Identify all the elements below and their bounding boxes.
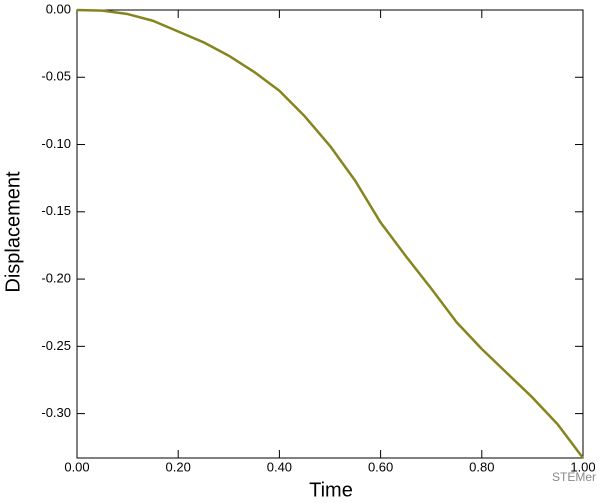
x-axis-label: Time bbox=[309, 479, 353, 501]
x-tick-label: 1.00 bbox=[570, 459, 595, 474]
x-tick-label: 0.60 bbox=[368, 459, 393, 474]
y-tick-label: -0.25 bbox=[41, 338, 71, 353]
y-tick-label: 0.00 bbox=[46, 1, 71, 16]
y-tick-label: -0.20 bbox=[41, 271, 71, 286]
y-axis-label: Displacement bbox=[2, 171, 24, 293]
y-tick-label: -0.10 bbox=[41, 136, 71, 151]
x-tick-label: 0.80 bbox=[469, 459, 494, 474]
data-line bbox=[76, 8, 584, 459]
y-tick-label: -0.30 bbox=[41, 405, 71, 420]
x-tick-label: 0.00 bbox=[64, 459, 89, 474]
watermark: STEMer bbox=[552, 470, 596, 484]
plot-frame bbox=[76, 9, 584, 459]
x-tick-label: 0.20 bbox=[166, 459, 191, 474]
x-tick-label: 0.40 bbox=[267, 459, 292, 474]
y-tick-label: -0.05 bbox=[41, 69, 71, 84]
y-tick-label: -0.15 bbox=[41, 203, 71, 218]
